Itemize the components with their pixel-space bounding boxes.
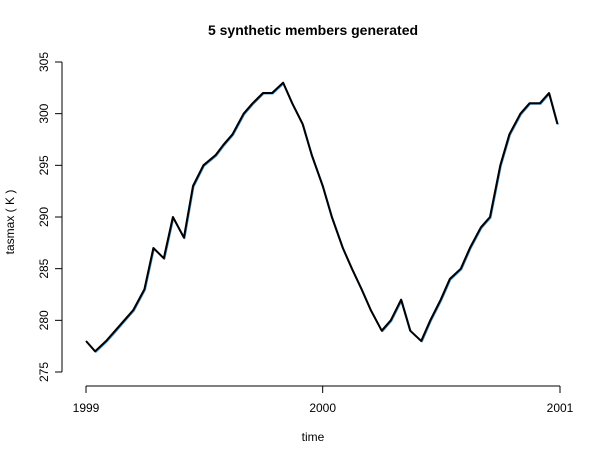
y-tick-label: 300 xyxy=(37,103,51,123)
x-tick-label: 2000 xyxy=(309,401,336,415)
y-tick-label: 275 xyxy=(37,362,51,382)
series-line xyxy=(85,81,559,353)
y-tick-label: 280 xyxy=(37,310,51,330)
y-tick-label: 285 xyxy=(37,258,51,278)
y-tick-label: 290 xyxy=(37,207,51,227)
y-axis-label: tasmax ( K ) xyxy=(3,190,17,255)
series-layer xyxy=(85,81,559,353)
chart-title: 5 synthetic members generated xyxy=(208,22,418,38)
x-tick-label: 1999 xyxy=(73,401,100,415)
x-axis: 1999 2000 2001 xyxy=(73,385,574,415)
x-tick-label: 2001 xyxy=(547,401,574,415)
series-member-line xyxy=(86,82,559,353)
x-axis-label: time xyxy=(302,430,325,444)
y-axis: 275 280 285 290 295 300 305 xyxy=(37,52,63,382)
y-tick-label: 305 xyxy=(37,52,51,72)
y-tick-label: 295 xyxy=(37,155,51,175)
